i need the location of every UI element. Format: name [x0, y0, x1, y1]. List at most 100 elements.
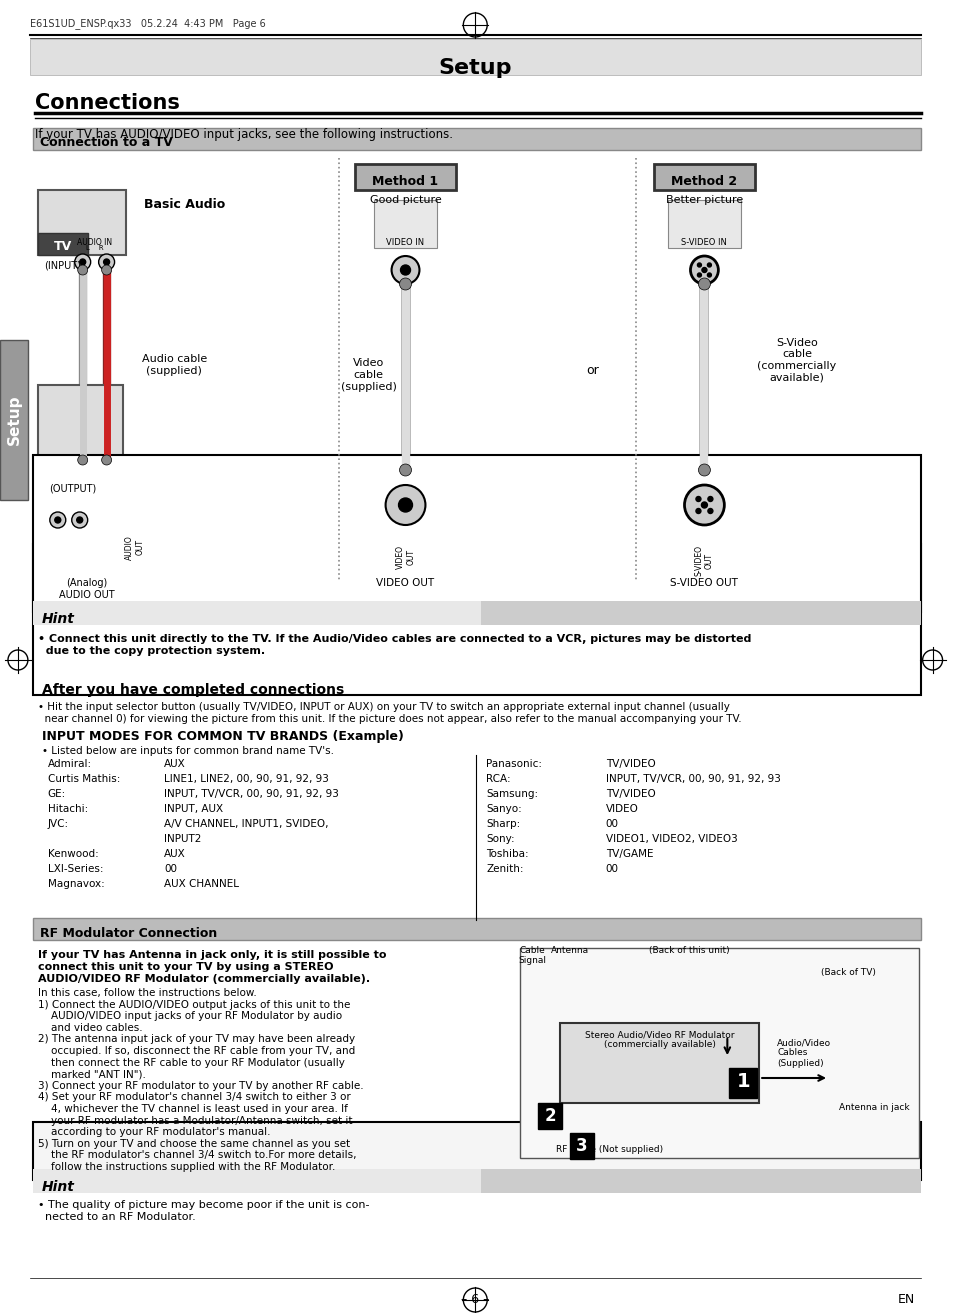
- Text: (Back of this unit): (Back of this unit): [648, 945, 729, 955]
- Text: near channel 0) for viewing the picture from this unit. If the picture does not : near channel 0) for viewing the picture …: [38, 714, 740, 723]
- Text: GE:: GE:: [48, 789, 66, 800]
- Text: INPUT, TV/VCR, 00, 90, 91, 92, 93: INPUT, TV/VCR, 00, 90, 91, 92, 93: [605, 773, 780, 784]
- Text: (INPUT): (INPUT): [44, 260, 81, 270]
- Text: JVC:: JVC:: [48, 819, 69, 829]
- Circle shape: [50, 512, 66, 528]
- Text: Method 2: Method 2: [671, 175, 737, 188]
- Text: AUDIO IN: AUDIO IN: [77, 238, 112, 247]
- Text: • Listed below are inputs for common brand name TV's.: • Listed below are inputs for common bra…: [42, 746, 334, 756]
- Bar: [729, 1067, 757, 1098]
- Bar: [32, 1169, 480, 1194]
- Bar: [374, 200, 436, 248]
- Bar: [569, 1133, 593, 1159]
- Text: Cable
Signal: Cable Signal: [517, 945, 545, 965]
- Bar: [32, 918, 920, 940]
- Text: VIDEO: VIDEO: [605, 804, 638, 814]
- Bar: [38, 190, 126, 255]
- Text: RCA:: RCA:: [486, 773, 510, 784]
- Circle shape: [76, 517, 83, 523]
- Circle shape: [77, 265, 88, 274]
- Text: LINE1, LINE2, 00, 90, 91, 92, 93: LINE1, LINE2, 00, 90, 91, 92, 93: [164, 773, 329, 784]
- Bar: [32, 544, 920, 612]
- Text: 3: 3: [576, 1137, 587, 1155]
- Circle shape: [697, 263, 700, 267]
- Text: S-VIDEO
OUT: S-VIDEO OUT: [694, 545, 714, 576]
- Text: If your TV has Antenna in jack only, it is still possible to: If your TV has Antenna in jack only, it …: [38, 951, 386, 960]
- Text: AUX: AUX: [164, 759, 186, 769]
- Text: RF Cable (Not supplied): RF Cable (Not supplied): [556, 1145, 662, 1154]
- Text: (Back of TV): (Back of TV): [821, 968, 876, 977]
- Text: INPUT, TV/VCR, 00, 90, 91, 92, 93: INPUT, TV/VCR, 00, 90, 91, 92, 93: [164, 789, 339, 800]
- Bar: [38, 385, 122, 481]
- Text: connect this unit to your TV by using a STEREO: connect this unit to your TV by using a …: [38, 962, 333, 972]
- Circle shape: [700, 502, 707, 508]
- Circle shape: [400, 265, 410, 274]
- Text: Admiral:: Admiral:: [48, 759, 91, 769]
- Text: TV/VIDEO: TV/VIDEO: [605, 789, 655, 800]
- Text: E61S1UD_ENSP.qx33   05.2.24  4:43 PM   Page 6: E61S1UD_ENSP.qx33 05.2.24 4:43 PM Page 6: [30, 18, 265, 29]
- Text: Curtis Mathis:: Curtis Mathis:: [48, 773, 120, 784]
- Text: Antenna in jack: Antenna in jack: [838, 1103, 908, 1112]
- Text: Magnavox:: Magnavox:: [48, 878, 105, 889]
- Text: VIDEO
OUT: VIDEO OUT: [395, 545, 415, 569]
- Text: • Hit the input selector button (usually TV/VIDEO, INPUT or AUX) on your TV to s: • Hit the input selector button (usually…: [38, 702, 729, 712]
- Bar: [32, 601, 920, 625]
- Circle shape: [707, 496, 712, 502]
- Text: AUDIO/VIDEO RF Modulator (commercially available).: AUDIO/VIDEO RF Modulator (commercially a…: [38, 974, 370, 983]
- Circle shape: [80, 259, 86, 265]
- Text: Basic Audio: Basic Audio: [144, 198, 225, 211]
- Text: S-Video
cable
(commercially
available): S-Video cable (commercially available): [757, 337, 836, 382]
- Circle shape: [398, 498, 412, 512]
- Text: Panasonic:: Panasonic:: [486, 759, 541, 769]
- Text: 00: 00: [164, 864, 177, 874]
- Text: A/V CHANNEL, INPUT1, SVIDEO,: A/V CHANNEL, INPUT1, SVIDEO,: [164, 819, 329, 829]
- Text: Hitachi:: Hitachi:: [48, 804, 88, 814]
- Text: Samsung:: Samsung:: [486, 789, 537, 800]
- Text: INPUT2: INPUT2: [164, 834, 202, 844]
- Text: Sony:: Sony:: [486, 834, 515, 844]
- Circle shape: [104, 259, 110, 265]
- Text: EN: EN: [897, 1293, 914, 1306]
- Text: AUDIO
OUT: AUDIO OUT: [125, 534, 144, 559]
- Text: Method 1: Method 1: [372, 175, 438, 188]
- Circle shape: [696, 508, 700, 513]
- Text: Audio/Video
Cables
(Supplied): Audio/Video Cables (Supplied): [777, 1039, 830, 1067]
- Text: S-VIDEO OUT: S-VIDEO OUT: [670, 578, 738, 588]
- Circle shape: [74, 253, 91, 270]
- Text: RF Modulator Connection: RF Modulator Connection: [40, 927, 217, 940]
- Bar: [537, 1103, 561, 1129]
- Text: (Analog)
AUDIO OUT: (Analog) AUDIO OUT: [59, 578, 114, 600]
- Circle shape: [399, 463, 411, 477]
- Text: VIDEO IN: VIDEO IN: [386, 238, 424, 247]
- Text: Setup: Setup: [438, 58, 512, 77]
- Text: VIDEO1, VIDEO2, VIDEO3: VIDEO1, VIDEO2, VIDEO3: [605, 834, 737, 844]
- Bar: [38, 458, 108, 481]
- Text: This unit: This unit: [46, 463, 100, 474]
- Circle shape: [697, 273, 700, 277]
- Text: INPUT, AUX: INPUT, AUX: [164, 804, 223, 814]
- Text: AUX: AUX: [164, 850, 186, 859]
- Circle shape: [698, 278, 710, 290]
- Bar: [38, 232, 88, 255]
- Text: 00: 00: [605, 864, 618, 874]
- Text: If your TV has AUDIO/VIDEO input jacks, see the following instructions.: If your TV has AUDIO/VIDEO input jacks, …: [35, 127, 453, 140]
- Text: 00: 00: [605, 819, 618, 829]
- Circle shape: [54, 517, 61, 523]
- Text: Sanyo:: Sanyo:: [486, 804, 521, 814]
- Circle shape: [102, 456, 112, 465]
- Text: Antenna: Antenna: [550, 945, 588, 955]
- Bar: [559, 1023, 759, 1103]
- Text: Zenith:: Zenith:: [486, 864, 523, 874]
- Circle shape: [77, 456, 88, 465]
- Circle shape: [391, 256, 419, 284]
- Text: AUX CHANNEL: AUX CHANNEL: [164, 878, 239, 889]
- Text: or: or: [586, 364, 598, 377]
- Bar: [32, 1123, 920, 1180]
- Text: Hint: Hint: [42, 612, 74, 626]
- Circle shape: [684, 484, 723, 525]
- Text: VIDEO OUT: VIDEO OUT: [376, 578, 435, 588]
- Text: After you have completed connections: After you have completed connections: [42, 683, 344, 697]
- Text: • The quality of picture may become poor if the unit is con-
  nected to an RF M: • The quality of picture may become poor…: [38, 1200, 369, 1221]
- Bar: [0, 340, 28, 500]
- Text: TV: TV: [53, 240, 71, 253]
